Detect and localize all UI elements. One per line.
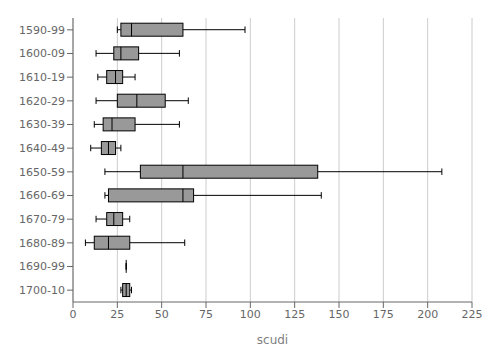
- svg-text:1690-99: 1690-99: [19, 260, 65, 273]
- svg-text:1610-19: 1610-19: [19, 71, 65, 84]
- svg-text:1660-69: 1660-69: [19, 189, 65, 202]
- svg-text:1620-29: 1620-29: [19, 95, 65, 108]
- svg-text:1600-09: 1600-09: [19, 47, 65, 60]
- svg-text:1680-89: 1680-89: [19, 237, 65, 250]
- svg-text:175: 175: [373, 308, 394, 321]
- svg-text:100: 100: [240, 308, 261, 321]
- svg-text:1640-49: 1640-49: [19, 142, 65, 155]
- svg-text:1670-79: 1670-79: [19, 213, 65, 226]
- svg-text:1700-10: 1700-10: [19, 284, 65, 297]
- svg-text:1590-99: 1590-99: [19, 24, 65, 37]
- svg-text:scudi: scudi: [257, 333, 288, 347]
- svg-text:150: 150: [329, 308, 350, 321]
- svg-text:225: 225: [462, 308, 483, 321]
- svg-text:125: 125: [284, 308, 305, 321]
- svg-text:1650-59: 1650-59: [19, 166, 65, 179]
- svg-text:50: 50: [155, 308, 169, 321]
- svg-text:1630-39: 1630-39: [19, 118, 65, 131]
- svg-text:25: 25: [110, 308, 124, 321]
- svg-text:200: 200: [417, 308, 438, 321]
- svg-text:75: 75: [199, 308, 213, 321]
- svg-text:0: 0: [70, 308, 77, 321]
